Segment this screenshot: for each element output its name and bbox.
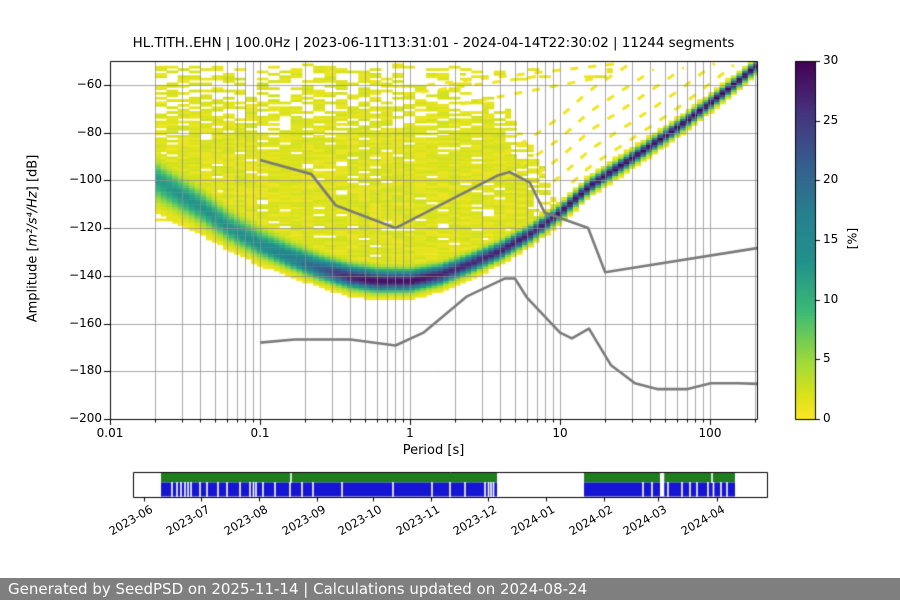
x-tick-label: 0.01 [96, 426, 124, 440]
colorbar-tick-label: 5 [823, 351, 831, 366]
colorbar-tick-label: 20 [823, 172, 839, 187]
y-tick-label: −200 [69, 411, 102, 425]
colorbar-tick-label: 10 [823, 291, 839, 306]
x-tick-label: 10 [552, 426, 568, 440]
y-tick-label: −80 [76, 124, 102, 139]
x-axis-label: Period [s] [402, 443, 465, 458]
plot-title: HL.TITH..EHN | 100.0Hz | 2023-06-11T13:3… [132, 36, 735, 51]
y-tick-label: −180 [69, 363, 102, 378]
y-tick-label: −60 [76, 76, 102, 91]
y-axis-label-prefix: Amplitude [ [25, 246, 41, 323]
y-axis-label-suffix: ] [dB] [25, 154, 41, 192]
y-tick-label: −120 [69, 220, 102, 235]
footer-bar: Generated by SeedPSD on 2025-11-14 | Cal… [0, 578, 900, 600]
y-tick-label: −140 [69, 267, 102, 282]
ppsd-heatmap-canvas [0, 0, 900, 565]
y-axis-label: Amplitude [m²/s⁴/Hz] [dB] [26, 89, 41, 389]
colorbar-tick-label: 30 [823, 53, 839, 67]
colorbar-tick-label: 15 [823, 232, 839, 246]
y-tick-label: −100 [69, 172, 102, 187]
x-tick-label: 100 [698, 426, 722, 440]
footer-text: Generated by SeedPSD on 2025-11-14 | Cal… [8, 580, 588, 598]
x-tick-label: 0.1 [250, 426, 270, 440]
x-tick-label: 1 [406, 426, 414, 440]
y-axis-label-units: m²/s⁴/Hz [25, 191, 41, 247]
colorbar-tick-label: 25 [823, 112, 839, 127]
colorbar-tick-label: 0 [823, 411, 831, 425]
y-tick-label: −160 [69, 315, 102, 330]
